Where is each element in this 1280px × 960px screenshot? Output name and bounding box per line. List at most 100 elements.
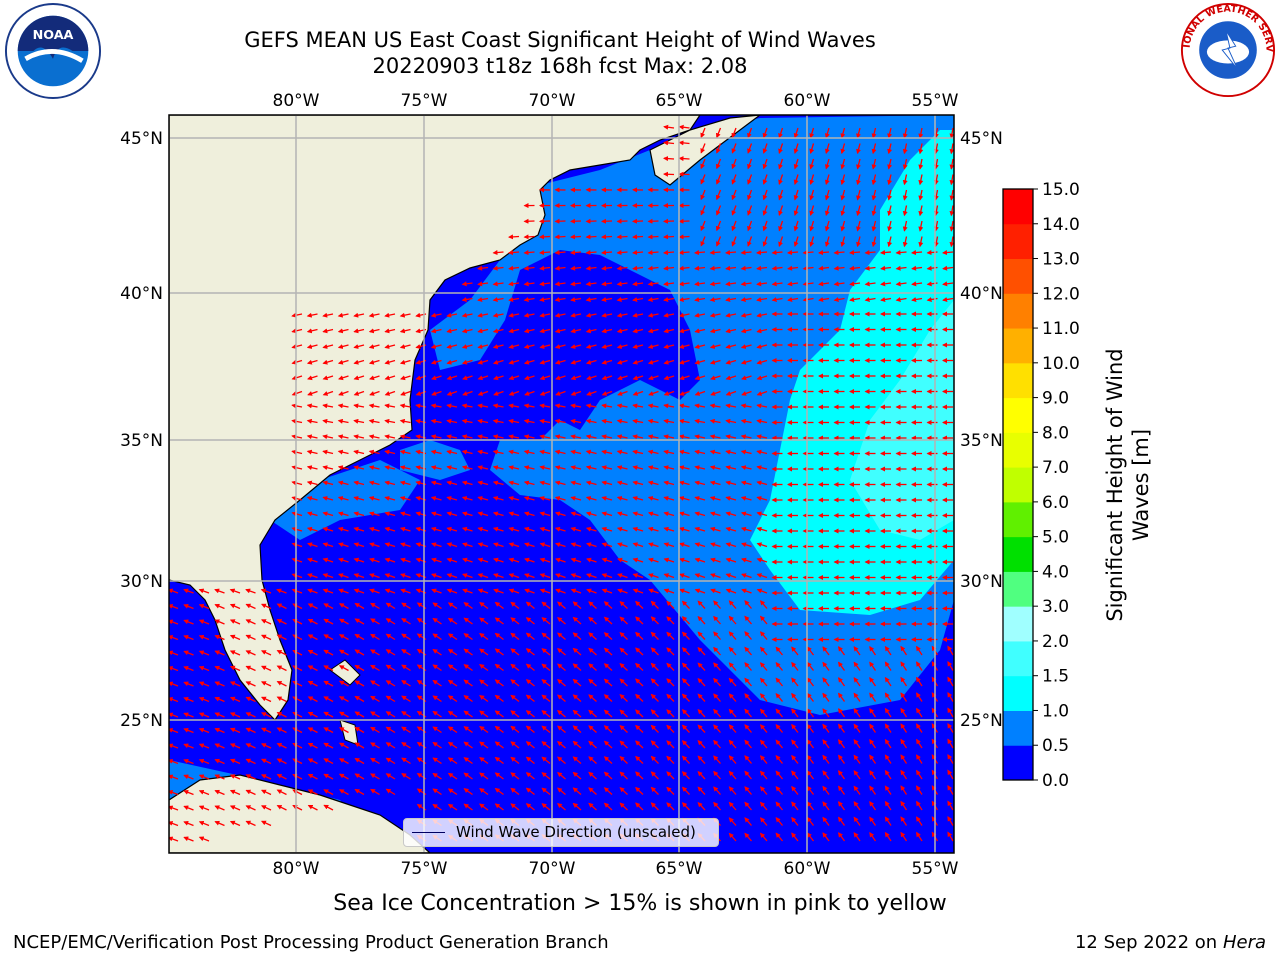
wind-wave-arrow bbox=[492, 281, 504, 287]
lat-tick-right-35: 35°N bbox=[960, 431, 1003, 451]
wind-wave-arrow bbox=[601, 281, 613, 287]
wind-wave-arrow bbox=[802, 250, 814, 256]
wind-wave-arrow bbox=[430, 344, 442, 349]
wind-wave-arrow bbox=[554, 511, 566, 517]
wind-wave-arrow bbox=[477, 328, 489, 334]
wind-wave-arrow bbox=[840, 127, 846, 139]
wind-wave-arrow bbox=[942, 250, 954, 256]
wind-wave-arrow bbox=[871, 127, 877, 139]
colorbar-label: Significant Height of Wind Waves [m] bbox=[1103, 348, 1153, 622]
wind-wave-arrow bbox=[887, 236, 893, 248]
wind-wave-arrow bbox=[747, 236, 753, 247]
wind-wave-arrow bbox=[539, 297, 551, 302]
wind-wave-arrow bbox=[492, 312, 504, 318]
wind-wave-arrow bbox=[725, 250, 737, 256]
wind-wave-arrow bbox=[430, 359, 442, 365]
wind-wave-arrow bbox=[678, 449, 690, 455]
wind-wave-arrow bbox=[942, 281, 954, 287]
wind-wave-arrow bbox=[933, 205, 939, 217]
wind-wave-arrow bbox=[871, 189, 877, 201]
wind-wave-arrow bbox=[322, 480, 334, 486]
wind-wave-arrow bbox=[461, 359, 473, 365]
wind-wave-arrow bbox=[492, 449, 504, 455]
wind-wave-arrow bbox=[384, 511, 396, 517]
wind-wave-arrow bbox=[740, 281, 752, 287]
wind-wave-arrow bbox=[616, 234, 628, 240]
land-cuba bbox=[169, 774, 431, 853]
wind-wave-arrow bbox=[747, 127, 753, 139]
wind-wave-arrow bbox=[778, 158, 784, 170]
wind-wave-arrow bbox=[291, 511, 303, 517]
wind-wave-arrow bbox=[709, 297, 721, 302]
wind-wave-arrow bbox=[492, 434, 504, 440]
wind-wave-arrow bbox=[477, 449, 489, 455]
wind-wave-arrow bbox=[756, 344, 768, 349]
wind-wave-arrow bbox=[824, 220, 830, 232]
wind-wave-arrow bbox=[632, 480, 644, 486]
wind-wave-arrow bbox=[291, 312, 303, 318]
wind-wave-arrow bbox=[849, 297, 861, 302]
wind-wave-arrow bbox=[740, 359, 752, 365]
wind-wave-arrow bbox=[678, 124, 690, 130]
wind-wave-arrow bbox=[762, 189, 768, 201]
wind-wave-arrow bbox=[663, 511, 675, 517]
lat-tick-right-45: 45°N bbox=[960, 129, 1003, 149]
lat-tick-right-30: 30°N bbox=[960, 572, 1003, 592]
wind-wave-arrow bbox=[678, 359, 690, 365]
wind-wave-arrow bbox=[430, 434, 442, 440]
wind-wave-arrow bbox=[337, 526, 349, 532]
wind-wave-arrow bbox=[678, 156, 690, 162]
wind-wave-arrow bbox=[762, 220, 768, 232]
wind-wave-arrow bbox=[632, 449, 644, 455]
wind-wave-arrow bbox=[756, 359, 768, 365]
wind-wave-arrow bbox=[399, 511, 411, 517]
wind-wave-arrow bbox=[306, 465, 318, 471]
wind-wave-arrow bbox=[647, 250, 659, 256]
wind-wave-arrow bbox=[694, 496, 706, 501]
wind-wave-arrow bbox=[306, 480, 318, 486]
wind-wave-arrow bbox=[306, 418, 318, 424]
wind-wave-arrow bbox=[887, 205, 893, 217]
wind-wave-arrow bbox=[601, 403, 613, 409]
wind-wave-arrow bbox=[694, 375, 706, 381]
wind-wave-arrow bbox=[647, 403, 659, 409]
wind-wave-arrow bbox=[399, 418, 411, 424]
wind-wave-arrow bbox=[818, 297, 830, 302]
wind-wave-arrow bbox=[756, 449, 768, 455]
wind-wave-arrow bbox=[353, 359, 365, 365]
wind-wave-arrow bbox=[824, 205, 830, 217]
wind-wave-arrow bbox=[887, 158, 893, 170]
wind-wave-arrow bbox=[322, 418, 334, 424]
wind-wave-arrow bbox=[771, 250, 783, 256]
wind-wave-arrow bbox=[570, 465, 582, 471]
wind-wave-arrow bbox=[663, 344, 675, 349]
wind-wave-arrow bbox=[632, 359, 644, 365]
wind-wave-arrow bbox=[787, 265, 799, 271]
wind-wave-arrow bbox=[399, 312, 411, 318]
wind-wave-arrow bbox=[663, 449, 675, 455]
wind-wave-arrow bbox=[725, 265, 737, 271]
wind-wave-arrow bbox=[368, 403, 380, 409]
wind-wave-arrow bbox=[762, 127, 768, 139]
wind-wave-arrow bbox=[880, 297, 892, 302]
wind-wave-arrow bbox=[616, 449, 628, 455]
wind-wave-arrow bbox=[678, 234, 690, 240]
wind-wave-arrow bbox=[887, 127, 893, 139]
wind-wave-arrow bbox=[601, 265, 613, 271]
wind-wave-arrow bbox=[570, 375, 582, 381]
wind-wave-arrow bbox=[709, 265, 721, 271]
wind-wave-arrow bbox=[933, 236, 939, 248]
wind-wave-arrow bbox=[663, 359, 675, 365]
wind-wave-arrow bbox=[678, 418, 690, 424]
wind-wave-arrow bbox=[725, 480, 737, 486]
wind-wave-arrow bbox=[840, 143, 846, 155]
wind-wave-arrow bbox=[492, 511, 504, 517]
wind-wave-arrow bbox=[554, 434, 566, 440]
noaa-logo: NOAA bbox=[4, 2, 102, 100]
wind-wave-arrow bbox=[430, 312, 442, 318]
wind-wave-arrow bbox=[756, 250, 768, 256]
wind-wave-arrow bbox=[933, 143, 939, 155]
wind-wave-arrow bbox=[740, 297, 752, 302]
wind-wave-arrow bbox=[570, 418, 582, 424]
wind-wave-arrow bbox=[493, 390, 504, 396]
